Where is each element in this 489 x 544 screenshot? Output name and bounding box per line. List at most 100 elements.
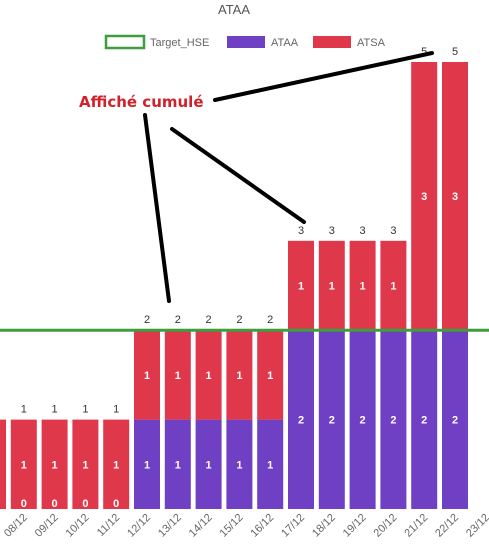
data-label-ataa-12: 2 — [360, 415, 366, 427]
data-label-atsa-13: 1 — [390, 281, 396, 293]
x-ticks-layer: 07/1208/1209/1210/1211/1212/1213/1214/12… — [2, 512, 489, 540]
data-label-ataa-11: 2 — [329, 415, 335, 427]
data-label-atsa-11: 1 — [329, 281, 335, 293]
data-label-ataa-4: 0 — [113, 498, 119, 510]
x-tick-label-11: 18/12 — [310, 512, 338, 540]
data-label-ataa-1: 0 — [21, 498, 27, 510]
bars-layer — [0, 62, 468, 509]
total-label-8: 2 — [236, 314, 242, 326]
bar-atsa-11 — [318, 240, 345, 331]
bar-atsa-12 — [349, 240, 376, 331]
data-label-atsa-5: 1 — [144, 370, 150, 382]
x-tick-label-3: 10/12 — [64, 512, 92, 540]
data-label-ataa-9: 1 — [267, 459, 273, 471]
x-tick-label-7: 14/12 — [187, 512, 215, 540]
data-label-ataa-6: 1 — [175, 459, 181, 471]
total-label-2: 1 — [52, 404, 58, 416]
data-label-ataa-15: 2 — [452, 415, 458, 427]
bar-atsa-2 — [41, 419, 68, 509]
x-tick-label-8: 15/12 — [218, 512, 246, 540]
data-label-atsa-2: 1 — [52, 459, 58, 471]
data-label-atsa-12: 1 — [360, 281, 366, 293]
bar-ataa-5 — [134, 419, 160, 509]
legend: Target_HSE ATAA ATSA — [104, 34, 386, 50]
legend-label-target: Target_HSE — [150, 37, 209, 49]
total-label-15: 5 — [452, 46, 458, 58]
data-label-atsa-9: 1 — [267, 370, 273, 382]
bar-atsa-10 — [288, 240, 314, 331]
bar-ataa-15 — [442, 330, 468, 509]
data-label-ataa-10: 2 — [298, 415, 304, 427]
annotation-pointer-1 — [213, 51, 434, 102]
data-label-ataa-8: 1 — [236, 459, 242, 471]
total-label-7: 2 — [206, 314, 212, 326]
annotation-pointer-2 — [143, 113, 171, 303]
total-label-14: 5 — [421, 46, 427, 58]
total-label-3: 1 — [82, 404, 88, 416]
data-label-ataa-2: 0 — [52, 498, 58, 510]
data-label-atsa-10: 1 — [298, 281, 304, 293]
x-tick-label-5: 12/12 — [125, 512, 153, 540]
bar-atsa-8 — [226, 330, 253, 420]
total-label-11: 3 — [329, 225, 335, 237]
legend-swatch-ataa — [227, 36, 265, 48]
x-tick-label-12: 19/12 — [341, 512, 369, 540]
bar-ataa-8 — [226, 419, 253, 509]
data-label-atsa-14: 3 — [421, 191, 427, 203]
total-label-12: 3 — [360, 225, 366, 237]
data-label-atsa-4: 1 — [113, 459, 119, 471]
bar-atsa-3 — [72, 419, 99, 509]
total-label-9: 2 — [267, 314, 273, 326]
data-label-atsa-8: 1 — [236, 370, 242, 382]
bar-ataa-11 — [318, 330, 345, 509]
data-label-atsa-15: 3 — [452, 191, 458, 203]
x-tick-label-4: 11/12 — [95, 512, 122, 539]
bar-atsa-7 — [195, 330, 222, 420]
total-label-5: 2 — [144, 314, 150, 326]
bar-ataa-14 — [411, 330, 438, 509]
bar-atsa-13 — [380, 240, 407, 331]
annotation-pointer-3 — [170, 127, 306, 224]
legend-label-ataa: ATAA — [271, 37, 299, 49]
data-label-atsa-7: 1 — [206, 370, 212, 382]
data-label-ataa-7: 1 — [206, 459, 212, 471]
data-label-atsa-1: 1 — [21, 459, 27, 471]
x-tick-label-6: 13/12 — [156, 512, 184, 540]
bar-ataa-13 — [380, 330, 407, 509]
data-label-atsa-3: 1 — [82, 459, 88, 471]
data-label-atsa-6: 1 — [175, 370, 181, 382]
legend-swatch-atsa — [313, 36, 351, 48]
data-label-ataa-14: 2 — [421, 415, 427, 427]
total-label-6: 2 — [175, 314, 181, 326]
x-tick-label-15: 22/12 — [433, 512, 461, 540]
bar-atsa-15 — [442, 62, 468, 331]
legend-swatch-target — [104, 34, 146, 50]
data-label-ataa-13: 2 — [390, 415, 396, 427]
total-label-13: 3 — [390, 225, 396, 237]
bar-ataa-9 — [257, 419, 284, 509]
legend-label-atsa: ATSA — [357, 37, 386, 49]
data-label-ataa-3: 0 — [82, 498, 88, 510]
bar-ataa-10 — [288, 330, 314, 509]
chart-title: ATAA — [218, 2, 250, 17]
total-label-1: 1 — [21, 404, 27, 416]
x-tick-label-13: 20/12 — [372, 512, 400, 540]
labels-layer: 0110110110110111121121121121122132132132… — [21, 46, 458, 510]
x-tick-label-1: 08/12 — [2, 512, 30, 540]
x-tick-label-2: 09/12 — [33, 512, 61, 540]
bar-atsa-9 — [257, 330, 284, 420]
bar-atsa-14 — [411, 62, 438, 331]
total-label-10: 3 — [298, 225, 304, 237]
x-tick-label-16: 23/12 — [464, 512, 489, 540]
bar-atsa-6 — [164, 330, 191, 420]
x-tick-label-10: 17/12 — [279, 512, 307, 540]
annotation: Affiché cumulé — [79, 51, 434, 303]
bar-atsa-5 — [134, 330, 160, 420]
bar-atsa-0 — [0, 419, 6, 509]
data-label-ataa-5: 1 — [144, 459, 150, 471]
bar-atsa-1 — [10, 419, 37, 509]
total-label-4: 1 — [113, 404, 119, 416]
x-tick-label-9: 16/12 — [248, 512, 276, 540]
x-tick-label-14: 21/12 — [402, 512, 430, 540]
